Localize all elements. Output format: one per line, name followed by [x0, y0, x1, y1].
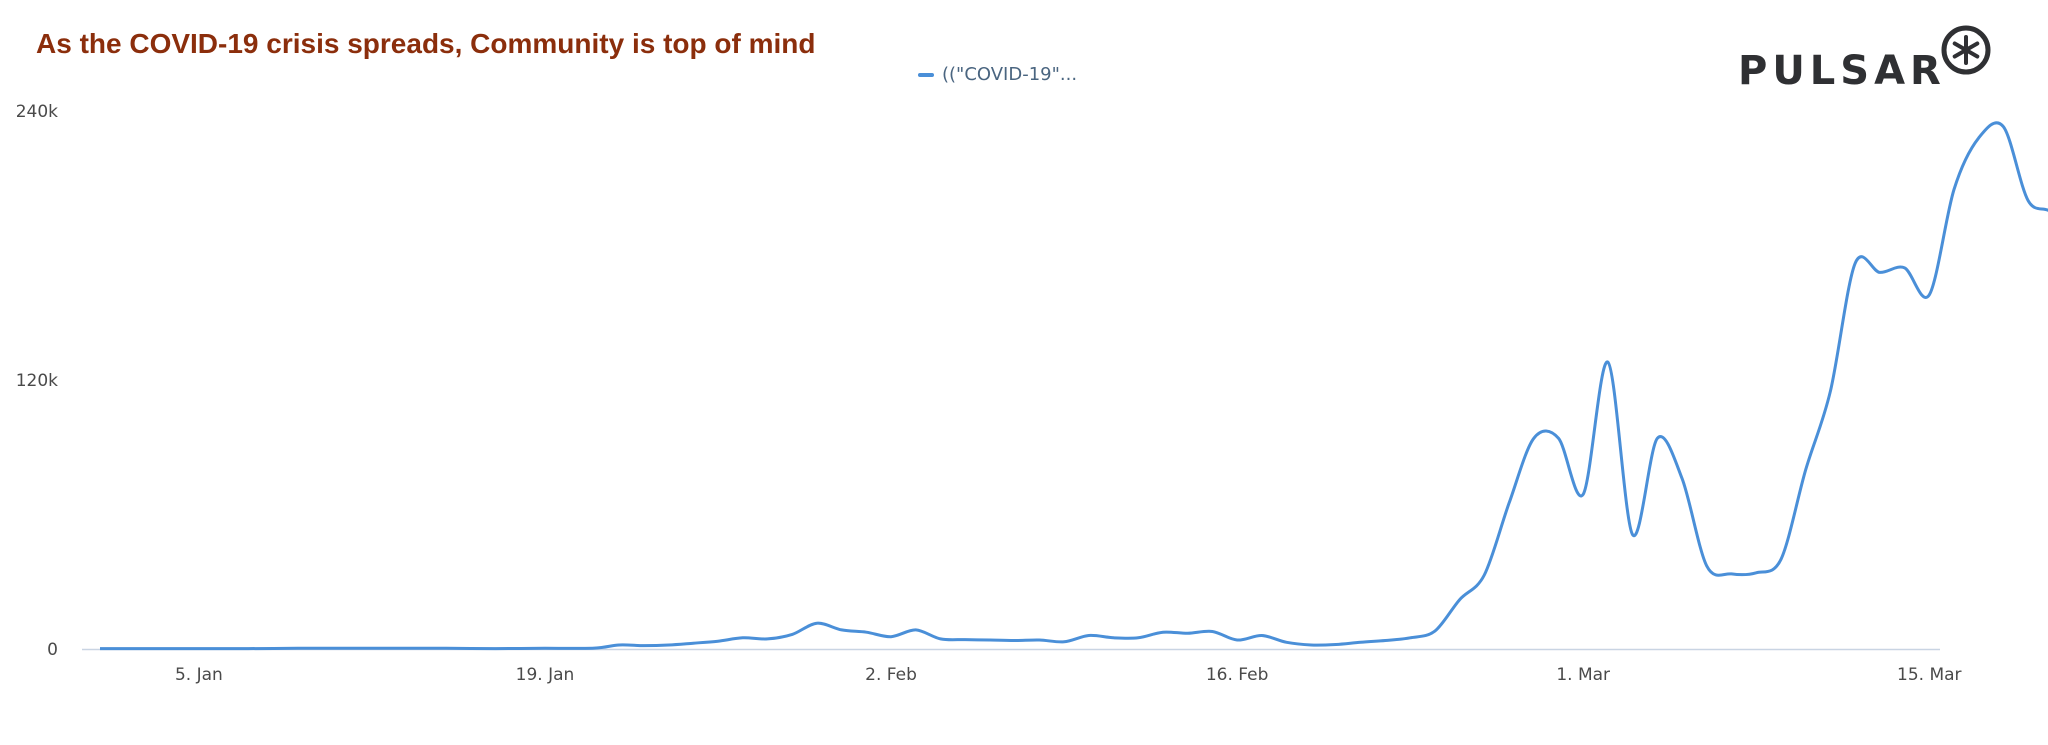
data-point[interactable] — [687, 637, 699, 649]
data-point[interactable] — [1602, 356, 1614, 368]
data-point[interactable] — [1404, 632, 1416, 644]
data-point[interactable] — [1923, 289, 1935, 301]
data-point[interactable] — [1033, 634, 1045, 646]
x-tick-label: 1. Mar — [1556, 665, 1610, 685]
y-tick-label: 240k — [16, 102, 58, 122]
data-point[interactable] — [1726, 568, 1738, 580]
data-point[interactable] — [440, 642, 452, 654]
data-point[interactable] — [2022, 195, 2034, 207]
data-point[interactable] — [539, 642, 551, 654]
legend-swatch — [918, 72, 934, 77]
data-point[interactable] — [391, 642, 403, 654]
data-point[interactable] — [1874, 266, 1886, 278]
data-point[interactable] — [1824, 385, 1836, 397]
data-point[interactable] — [712, 635, 724, 647]
pulsar-logo: PULSAR — [1738, 22, 1998, 94]
data-point[interactable] — [663, 639, 675, 651]
data-point[interactable] — [613, 639, 625, 651]
logo-text: PULSAR — [1738, 48, 1946, 94]
data-point[interactable] — [860, 626, 872, 638]
x-tick-label: 16. Feb — [1206, 665, 1269, 685]
data-point[interactable] — [1800, 464, 1812, 476]
data-point[interactable] — [1256, 630, 1268, 642]
data-point[interactable] — [836, 624, 848, 636]
data-point[interactable] — [1281, 636, 1293, 648]
data-point[interactable] — [910, 624, 922, 636]
chart-title: As the COVID-19 crisis spreads, Communit… — [36, 28, 816, 59]
data-point[interactable] — [490, 643, 502, 655]
series-layer — [94, 121, 2048, 655]
data-point[interactable] — [934, 633, 946, 645]
data-point[interactable] — [1478, 569, 1490, 581]
y-axis: 0 120k 240k — [16, 102, 58, 660]
data-point[interactable] — [1108, 632, 1120, 644]
y-tick-label: 0 — [47, 640, 58, 660]
data-point[interactable] — [737, 632, 749, 644]
data-point[interactable] — [1009, 634, 1021, 646]
legend[interactable]: (("COVID-19"... — [918, 64, 1077, 85]
data-point[interactable] — [242, 643, 254, 655]
data-point[interactable] — [1552, 432, 1564, 444]
data-point[interactable] — [811, 617, 823, 629]
data-point[interactable] — [1083, 630, 1095, 642]
data-point[interactable] — [1849, 257, 1861, 269]
data-point[interactable] — [588, 642, 600, 654]
data-point[interactable] — [1701, 560, 1713, 572]
data-point[interactable] — [94, 643, 106, 655]
data-point[interactable] — [1132, 632, 1144, 644]
data-point[interactable] — [1676, 473, 1688, 485]
pulsar-asterisk-icon — [1941, 25, 1991, 75]
legend-series-label[interactable]: (("COVID-19"... — [942, 64, 1078, 85]
data-point[interactable] — [638, 640, 650, 652]
data-point[interactable] — [1206, 626, 1218, 638]
data-point[interactable] — [1429, 625, 1441, 637]
data-point[interactable] — [1577, 488, 1589, 500]
data-point[interactable] — [1528, 432, 1540, 444]
data-point[interactable] — [1948, 183, 1960, 195]
data-point[interactable] — [1355, 636, 1367, 648]
data-point[interactable] — [1330, 639, 1342, 651]
data-point[interactable] — [193, 643, 205, 655]
data-point[interactable] — [341, 642, 353, 654]
data-point[interactable] — [786, 628, 798, 640]
data-point[interactable] — [1651, 432, 1663, 444]
x-tick-label: 15. Mar — [1897, 665, 1962, 685]
data-point[interactable] — [143, 643, 155, 655]
data-point[interactable] — [959, 634, 971, 646]
x-tick-label: 2. Feb — [865, 665, 917, 685]
data-point[interactable] — [1997, 121, 2009, 133]
x-tick-label: 19. Jan — [516, 665, 575, 685]
data-point[interactable] — [1182, 627, 1194, 639]
data-point[interactable] — [1899, 262, 1911, 274]
data-point[interactable] — [1058, 636, 1070, 648]
data-point[interactable] — [1305, 639, 1317, 651]
y-tick-label: 120k — [16, 371, 58, 391]
data-point[interactable] — [1231, 634, 1243, 646]
x-tick-label: 5. Jan — [175, 665, 223, 685]
data-point[interactable] — [885, 631, 897, 643]
data-point[interactable] — [761, 633, 773, 645]
data-point[interactable] — [1750, 567, 1762, 579]
data-point[interactable] — [1627, 529, 1639, 541]
data-point[interactable] — [1379, 634, 1391, 646]
data-point[interactable] — [1973, 132, 1985, 144]
data-point[interactable] — [1503, 497, 1515, 509]
series-line[interactable] — [100, 121, 2048, 651]
data-point[interactable] — [984, 634, 996, 646]
data-point[interactable] — [292, 642, 304, 654]
data-point[interactable] — [1454, 594, 1466, 606]
data-point[interactable] — [1157, 626, 1169, 638]
data-point[interactable] — [1775, 553, 1787, 565]
